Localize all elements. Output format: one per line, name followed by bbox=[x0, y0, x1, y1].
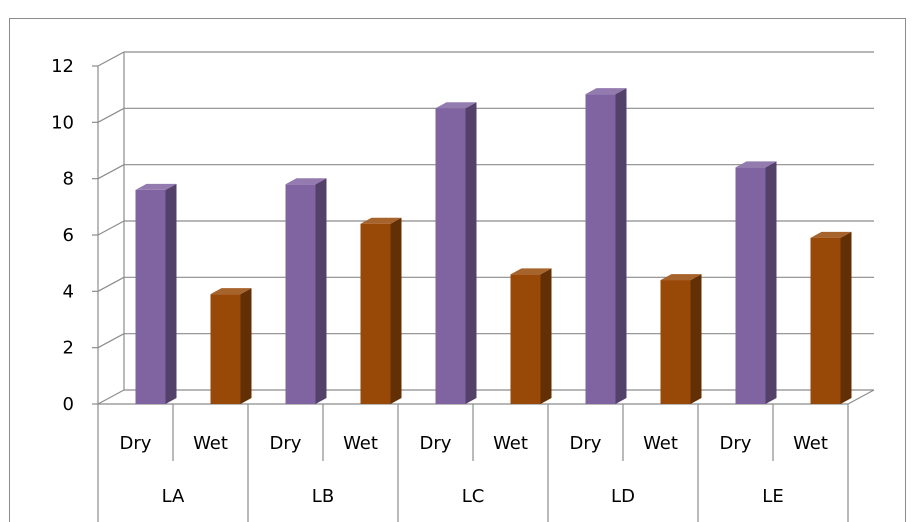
bar-top bbox=[135, 183, 177, 190]
side-gridline bbox=[97, 51, 125, 67]
y-axis: 0 2 4 6 8 10 12 bbox=[51, 56, 98, 415]
bar-side bbox=[240, 288, 252, 404]
bars bbox=[135, 88, 852, 405]
bar-le-wet bbox=[810, 231, 852, 404]
bar-front bbox=[735, 167, 766, 404]
bar-la-dry bbox=[135, 183, 177, 404]
x-group-label: LD bbox=[611, 486, 635, 507]
side-gridline bbox=[97, 276, 125, 292]
chart-frame bbox=[9, 18, 906, 522]
bar-lb-wet bbox=[360, 217, 402, 404]
bar-front bbox=[285, 184, 316, 404]
x-category-label: Dry bbox=[420, 433, 452, 454]
bar-top bbox=[210, 288, 252, 295]
bar-side bbox=[765, 161, 777, 404]
bar-lb-dry bbox=[285, 178, 327, 404]
bar-top bbox=[435, 102, 477, 109]
y-tick-label: 4 bbox=[63, 281, 74, 302]
x-category-label: Wet bbox=[343, 433, 378, 454]
bar-side bbox=[690, 274, 702, 404]
side-gridline bbox=[97, 164, 125, 180]
bar-side bbox=[615, 88, 627, 405]
bar-top bbox=[660, 274, 702, 281]
bar-side bbox=[465, 102, 477, 404]
bar-top bbox=[285, 178, 327, 185]
side-gridline bbox=[97, 220, 125, 236]
x-category-label: Dry bbox=[720, 433, 752, 454]
floor-right-edge bbox=[847, 389, 875, 405]
y-tick-label: 0 bbox=[63, 394, 74, 415]
x-category-label: Wet bbox=[643, 433, 678, 454]
bar-front bbox=[660, 280, 691, 404]
x-category-label: Dry bbox=[120, 433, 152, 454]
bar-front bbox=[510, 274, 541, 404]
bar-ld-dry bbox=[585, 88, 627, 405]
y-tick-label: 6 bbox=[63, 225, 74, 246]
side-gridline bbox=[97, 107, 125, 123]
bar-side bbox=[540, 268, 552, 404]
x-axis: Dry Wet Dry Wet Dry Wet Dry Wet Dry Wet LA LB LC LD LE bbox=[97, 404, 849, 522]
x-category-label: Dry bbox=[270, 433, 302, 454]
y-tick-label: 12 bbox=[51, 56, 74, 77]
bar-lc-dry bbox=[435, 102, 477, 404]
bar-front bbox=[585, 94, 616, 405]
bar-front bbox=[360, 223, 391, 404]
bar-le-dry bbox=[735, 161, 777, 404]
x-group-label: LC bbox=[462, 486, 485, 507]
x-group-label: LE bbox=[762, 486, 783, 507]
bar-top bbox=[810, 231, 852, 238]
side-gridline bbox=[97, 333, 125, 349]
x-category-label: Wet bbox=[193, 433, 228, 454]
bar-lc-wet bbox=[510, 268, 552, 404]
bar-front bbox=[810, 237, 841, 404]
y-tick-label: 10 bbox=[51, 112, 74, 133]
bar-front bbox=[435, 108, 466, 404]
bar-front bbox=[135, 189, 166, 404]
bar-top bbox=[735, 161, 777, 168]
bar-side bbox=[390, 217, 402, 404]
bar-top bbox=[360, 217, 402, 224]
side-gridline bbox=[97, 389, 125, 405]
bar-top bbox=[585, 88, 627, 95]
x-category-label: Wet bbox=[793, 433, 828, 454]
x-group-label: LB bbox=[312, 486, 334, 507]
bar-top bbox=[510, 268, 552, 275]
bar-side bbox=[840, 231, 852, 404]
x-category-label: Dry bbox=[570, 433, 602, 454]
y-tick-label: 2 bbox=[63, 338, 74, 359]
x-group-label: LA bbox=[162, 486, 185, 507]
y-tick-label: 8 bbox=[63, 169, 74, 190]
bar-side bbox=[315, 178, 327, 404]
bar-la-wet bbox=[210, 288, 252, 404]
bar-side bbox=[165, 183, 177, 404]
bar-front bbox=[210, 294, 241, 404]
bar-ld-wet bbox=[660, 274, 702, 404]
x-category-label: Wet bbox=[493, 433, 528, 454]
